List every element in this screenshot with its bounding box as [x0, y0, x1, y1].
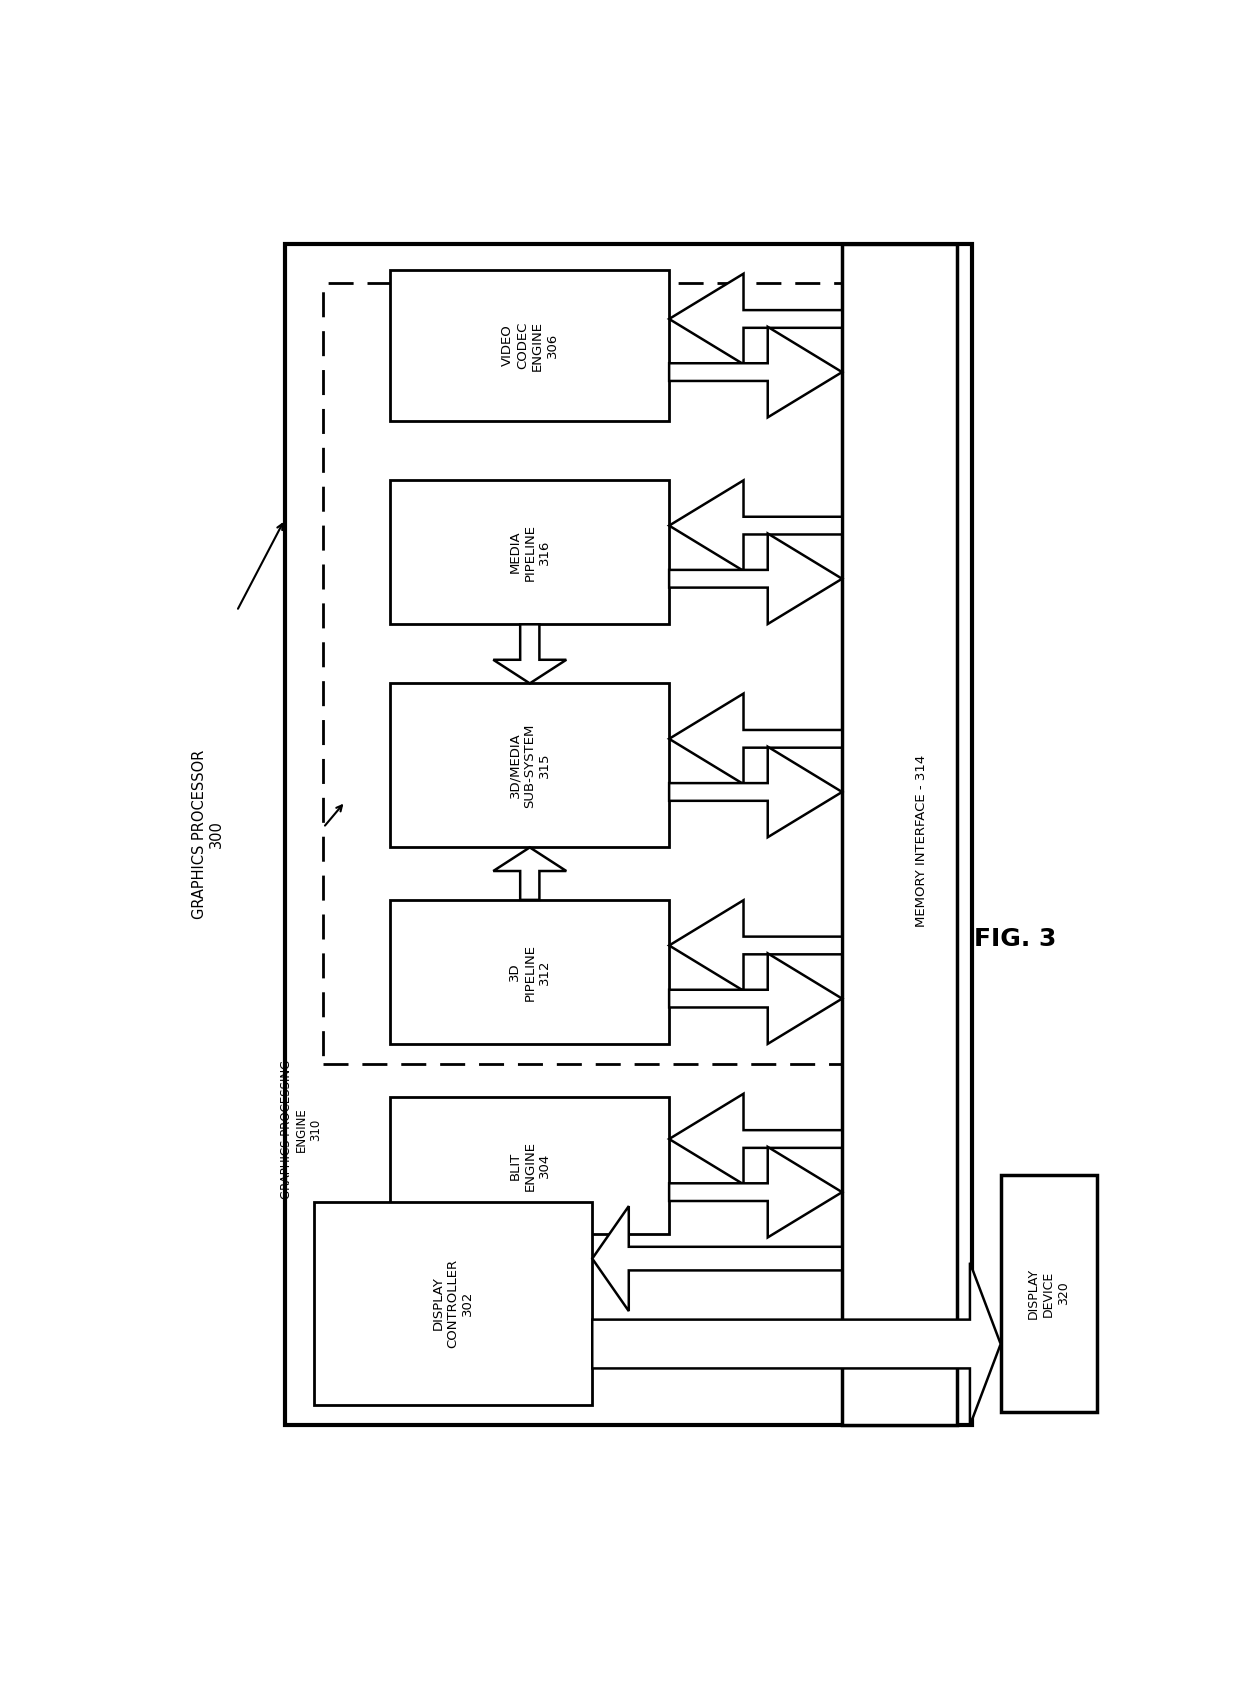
Text: DISPLAY
CONTROLLER
302: DISPLAY CONTROLLER 302	[432, 1259, 475, 1348]
FancyBboxPatch shape	[285, 244, 972, 1425]
Polygon shape	[494, 624, 567, 683]
Text: FIG. 3: FIG. 3	[973, 927, 1056, 951]
Polygon shape	[670, 274, 842, 365]
Polygon shape	[670, 900, 842, 990]
Polygon shape	[670, 746, 842, 837]
Text: MEMORY INTERFACE - 314: MEMORY INTERFACE - 314	[915, 755, 929, 927]
Polygon shape	[593, 1263, 1001, 1425]
Polygon shape	[670, 533, 842, 624]
Text: 3D
PIPELINE
312: 3D PIPELINE 312	[508, 944, 552, 1000]
Text: VIDEO
CODEC
ENGINE
306: VIDEO CODEC ENGINE 306	[501, 320, 559, 370]
FancyBboxPatch shape	[391, 1097, 670, 1234]
Polygon shape	[670, 327, 842, 417]
FancyBboxPatch shape	[391, 900, 670, 1045]
Text: GRAPHICS PROCESSING
ENGINE
310: GRAPHICS PROCESSING ENGINE 310	[279, 1060, 322, 1200]
FancyBboxPatch shape	[314, 1201, 593, 1406]
Polygon shape	[670, 694, 842, 784]
Polygon shape	[670, 1094, 842, 1184]
FancyBboxPatch shape	[842, 244, 957, 1425]
Text: MEDIA
PIPELINE
316: MEDIA PIPELINE 316	[508, 523, 552, 581]
Polygon shape	[593, 1206, 842, 1310]
Text: GRAPHICS PROCESSOR
300: GRAPHICS PROCESSOR 300	[192, 750, 224, 918]
FancyBboxPatch shape	[391, 481, 670, 624]
Polygon shape	[670, 953, 842, 1045]
Polygon shape	[670, 1147, 842, 1237]
Polygon shape	[494, 847, 567, 900]
Text: BLIT
ENGINE
304: BLIT ENGINE 304	[508, 1140, 552, 1191]
Text: DISPLAY
DEVICE
320: DISPLAY DEVICE 320	[1027, 1268, 1070, 1319]
Polygon shape	[670, 481, 842, 571]
FancyBboxPatch shape	[391, 683, 670, 847]
Text: 3D/MEDIA
SUB-SYSTEM
315: 3D/MEDIA SUB-SYSTEM 315	[508, 722, 552, 808]
FancyBboxPatch shape	[1001, 1176, 1096, 1411]
FancyBboxPatch shape	[391, 269, 670, 421]
